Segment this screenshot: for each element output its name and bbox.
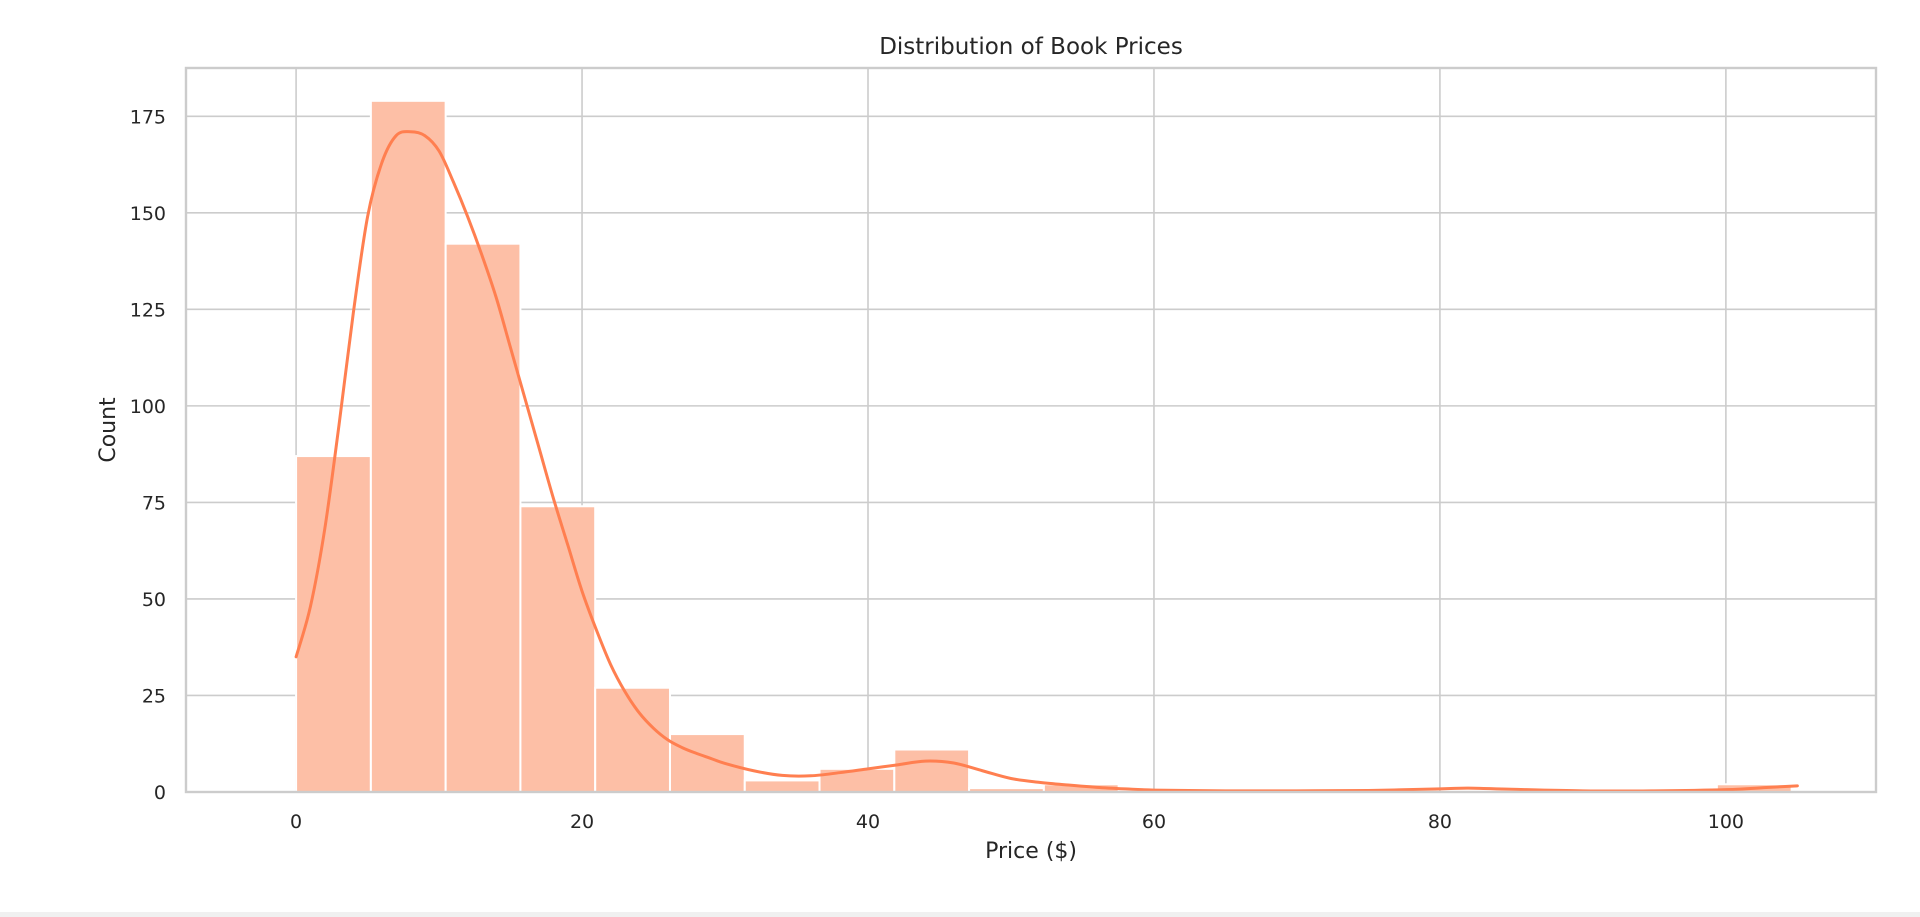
- histogram-bar: [743, 779, 821, 794]
- y-tick-label: 25: [142, 685, 166, 707]
- x-axis-title: Price ($): [985, 839, 1077, 864]
- y-tick-label: 175: [130, 106, 166, 128]
- histogram-bar: [519, 505, 597, 793]
- histogram-bar: [668, 733, 746, 794]
- y-tick-label: 150: [130, 203, 166, 225]
- histogram-bar: [893, 748, 971, 793]
- y-tick-label: 125: [130, 299, 166, 321]
- histogram-bar: [369, 99, 447, 793]
- x-tick-label: 80: [1428, 811, 1452, 833]
- footer-strip: [0, 912, 1920, 917]
- x-tick-label: 100: [1708, 811, 1744, 833]
- plot-frame: [184, 66, 1878, 794]
- x-tick-label: 60: [1142, 811, 1166, 833]
- y-axis-title: Count: [96, 397, 121, 463]
- x-tick-label: 0: [290, 811, 302, 833]
- y-tick-label: 100: [130, 396, 166, 418]
- histogram-bar: [444, 242, 522, 793]
- y-tick-label: 75: [142, 492, 166, 514]
- ticks-layer: 0 20 40 60 80 100 0 25 50 75 100 125 150 175: [130, 106, 1744, 833]
- y-tick-label: 50: [142, 589, 166, 611]
- x-tick-label: 40: [856, 811, 880, 833]
- y-tick-label: 0: [154, 782, 166, 804]
- x-tick-label: 20: [570, 811, 594, 833]
- chart-title: Distribution of Book Prices: [879, 34, 1183, 60]
- bars-layer: [295, 99, 1793, 794]
